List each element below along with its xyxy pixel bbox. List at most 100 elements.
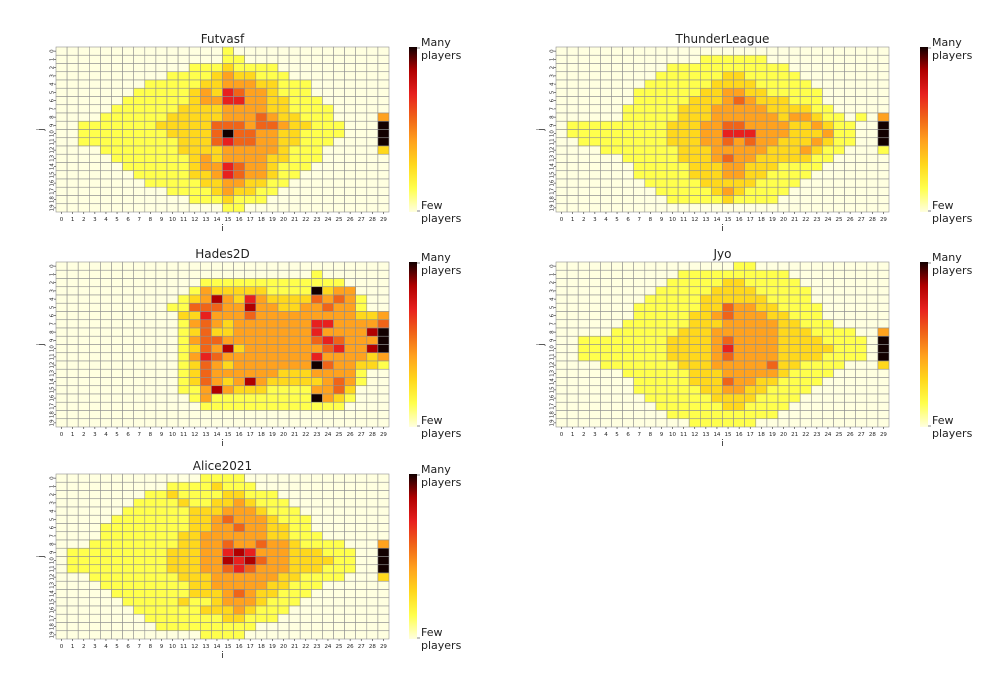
heatmap-cell — [777, 302, 790, 312]
heatmap-cell — [77, 368, 90, 378]
heatmap-cell — [833, 203, 845, 213]
heatmap-cell — [577, 120, 590, 130]
heatmap-cell — [89, 54, 101, 64]
heatmap-cell — [122, 613, 134, 623]
heatmap-cell — [699, 377, 712, 387]
heatmap-cell — [666, 54, 679, 64]
heatmap-cell — [299, 170, 312, 180]
heatmap-cell — [355, 170, 368, 180]
heatmap-cell — [89, 311, 101, 321]
heatmap-cell — [755, 71, 768, 81]
y-tick-label: 1 — [50, 485, 56, 489]
heatmap-cell — [655, 87, 668, 97]
heatmap-cell — [733, 286, 745, 296]
heatmap-cell — [688, 319, 701, 329]
heatmap-cell — [188, 71, 201, 81]
heatmap-cell — [766, 145, 779, 155]
heatmap-cell — [288, 401, 301, 411]
colorbar-gradient — [409, 474, 417, 639]
heatmap-cell — [844, 319, 856, 329]
heatmap-cell — [144, 186, 157, 196]
heatmap-cell — [244, 556, 257, 566]
heatmap-cell — [810, 79, 823, 89]
heatmap-cell — [600, 269, 612, 279]
x-tick-label: 27 — [858, 432, 865, 438]
heatmap-cell — [144, 506, 157, 516]
heatmap-cell — [288, 352, 301, 362]
heatmap-cell — [122, 506, 134, 516]
heatmap-cell — [100, 506, 112, 516]
heatmap-cell — [299, 302, 312, 312]
heatmap-cell — [55, 360, 68, 370]
heatmap-cell — [566, 104, 579, 114]
heatmap-cell — [611, 385, 623, 395]
heatmap-cell — [288, 261, 301, 271]
heatmap-cell — [188, 311, 201, 321]
x-tick-label: 3 — [593, 432, 597, 438]
heatmap-cell — [166, 352, 179, 362]
heatmap-cell — [822, 87, 834, 97]
heatmap-cell — [344, 54, 357, 64]
heatmap-cell — [277, 597, 290, 607]
heatmap-cell — [222, 203, 234, 213]
y-tick-label: 10 — [550, 130, 556, 137]
heatmap-cell — [355, 531, 368, 541]
heatmap-cell — [122, 302, 134, 312]
x-tick-label: 8 — [149, 432, 153, 438]
heatmap-cell — [55, 630, 68, 640]
heatmap-cell — [166, 613, 179, 623]
heatmap-cell — [566, 385, 579, 395]
heatmap-cell — [744, 377, 757, 387]
x-tick-label: 6 — [626, 217, 630, 223]
heatmap-cell — [222, 71, 234, 81]
heatmap-cell — [244, 112, 257, 122]
heatmap-cell — [222, 377, 234, 387]
x-tick-label: 5 — [115, 644, 119, 650]
heatmap-cell — [855, 335, 868, 345]
heatmap-cell — [622, 203, 634, 213]
heatmap-cell — [777, 145, 790, 155]
heatmap-cell — [200, 162, 212, 172]
heatmap-cell — [644, 112, 657, 122]
heatmap-cell — [322, 286, 334, 296]
heatmap-cell — [233, 261, 246, 271]
x-ticks: 0 1 2 3 4 5 6 7 8 9 10 11 12 13 14 15 16 17 18 19 20 21 22 23 24… — [60, 212, 387, 223]
heatmap-cell — [788, 294, 801, 304]
heatmap-cell — [111, 597, 123, 607]
heatmap-cell — [644, 286, 657, 296]
heatmap-cell — [733, 54, 745, 64]
heatmap-cell — [244, 54, 257, 64]
y-tick-label: 1 — [550, 273, 556, 277]
heatmap-cell — [799, 129, 812, 139]
heatmap-cell — [600, 63, 612, 73]
heatmap-cell — [788, 385, 801, 395]
heatmap-cell — [688, 203, 701, 213]
heatmap-cell — [188, 327, 201, 337]
heatmap-cell — [155, 278, 168, 288]
x-tick-label: 4 — [104, 217, 108, 223]
heatmap-cell — [89, 490, 101, 500]
heatmap-cell — [66, 556, 79, 566]
heatmap-cell — [355, 523, 368, 533]
heatmap-cell — [711, 302, 723, 312]
heatmap-cell — [177, 71, 190, 81]
heatmap-cell — [255, 622, 268, 632]
heatmap-cell — [122, 418, 134, 428]
heatmap-cell — [288, 286, 301, 296]
x-tick-label: 7 — [138, 644, 142, 650]
heatmap-cell — [255, 186, 268, 196]
heatmap-cell — [844, 401, 856, 411]
heatmap-cell — [66, 490, 79, 500]
heatmap-cell — [299, 506, 312, 516]
heatmap-cell — [677, 368, 690, 378]
heatmap-cell — [155, 286, 168, 296]
heatmap-cell — [711, 162, 723, 172]
heatmap-cell — [799, 302, 812, 312]
heatmap-cell — [666, 368, 679, 378]
y-tick-label: 6 — [50, 525, 56, 529]
heatmap-cell — [822, 186, 834, 196]
heatmap-cell — [566, 71, 579, 81]
heatmap-cell — [255, 145, 268, 155]
heatmap-cell — [288, 490, 301, 500]
y-tick-label: 15 — [550, 386, 556, 393]
